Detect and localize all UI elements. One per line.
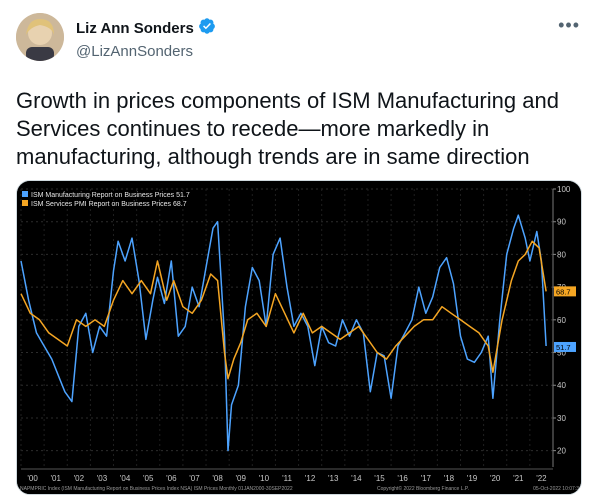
y-tick-label: 40 [557,381,566,390]
x-tick-label: '22 [536,474,547,483]
series-line-manufacturing [20,214,547,452]
legend-entry: ISM Services PMI Report on Business Pric… [31,201,187,208]
chart-footer-source: NAPMPRIC Index (ISM Manufacturing Report… [20,486,293,492]
x-tick-label: '19 [467,474,478,483]
last-value-tag [554,341,576,352]
x-tick-label: '16 [397,474,408,483]
x-tick-label: '21 [513,474,524,483]
legend-swatch [22,191,28,197]
x-tick-label: '05 [143,474,154,483]
x-tick-label: '11 [282,474,292,483]
avatar[interactable] [16,13,64,61]
x-tick-label: '03 [97,474,108,483]
more-horizontal-icon[interactable]: ••• [558,15,580,35]
tweet-header: Liz Ann Sonders @LizAnnSonders ••• [16,13,580,69]
author-name[interactable]: Liz Ann Sonders [76,20,194,37]
ism-prices-chart: 2030405060708090100'00'01'02'03'04'05'06… [17,181,581,494]
x-tick-label: '20 [490,474,501,483]
last-value-tag [554,286,576,297]
author-handle[interactable]: @LizAnnSonders [76,43,193,60]
x-tick-label: '02 [74,474,85,483]
last-value-label: 68.7 [556,287,571,296]
x-tick-label: '17 [421,474,432,483]
x-tick-label: '01 [50,474,61,483]
chart-background [17,181,581,494]
x-tick-label: '14 [351,474,362,483]
series-line-services [20,240,547,380]
y-tick-label: 60 [557,316,566,325]
chart-image[interactable]: 2030405060708090100'00'01'02'03'04'05'06… [16,180,582,495]
x-tick-label: '06 [166,474,177,483]
legend-entry: ISM Manufacturing Report on Business Pri… [31,192,190,199]
x-tick-label: '13 [328,474,339,483]
x-tick-label: '07 [189,474,200,483]
x-tick-label: '15 [374,474,385,483]
y-tick-label: 30 [557,414,566,423]
tweet-text: Growth in prices components of ISM Manuf… [16,88,559,169]
chart-footer-copyright: Copyright© 2022 Bloomberg Finance L.P. [377,485,469,492]
y-tick-label: 50 [557,349,566,358]
y-tick-label: 20 [557,447,566,456]
y-tick-label: 100 [557,185,571,194]
author-info: Liz Ann Sonders @LizAnnSonders [76,17,216,60]
x-tick-label: '12 [305,474,316,483]
x-tick-label: '09 [236,474,247,483]
legend-swatch [22,200,28,206]
y-tick-label: 80 [557,250,566,259]
x-tick-label: '08 [212,474,223,483]
last-value-label: 51.7 [556,343,571,352]
x-tick-label: '00 [27,474,38,483]
x-tick-label: '18 [444,474,455,483]
y-tick-label: 90 [557,218,566,227]
chart-footer-date: 05-Oct-2022 10:07:3 [533,486,579,492]
verified-badge-icon [198,17,216,40]
x-tick-label: '04 [120,474,131,483]
x-tick-label: '10 [259,474,270,483]
